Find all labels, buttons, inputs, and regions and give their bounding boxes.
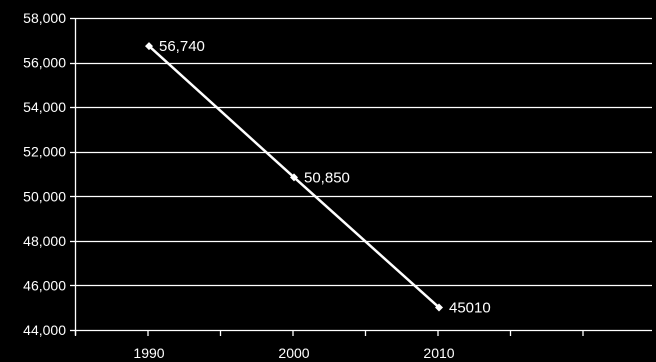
y-tick-label-2: 48,000 bbox=[23, 233, 66, 249]
data-label-1: 50,850 bbox=[304, 169, 350, 186]
data-point-0-2 bbox=[435, 303, 443, 312]
data-label-2: 45010 bbox=[449, 299, 491, 316]
data-point-0-0 bbox=[145, 42, 153, 51]
y-tick-label-0: 44,000 bbox=[23, 322, 66, 338]
axes bbox=[70, 17, 584, 336]
y-tick-label-5: 54,000 bbox=[23, 99, 66, 115]
data-points bbox=[145, 42, 443, 312]
y-tick-labels: 44,000 46,000 48,000 50,000 52,000 54,000 56,0… bbox=[23, 10, 66, 338]
y-tick-label-6: 56,000 bbox=[23, 55, 66, 71]
x-tick-label-2: 2010 bbox=[423, 345, 454, 361]
y-tick-label-7: 58,000 bbox=[23, 10, 66, 26]
gridlines bbox=[75, 17, 652, 332]
x-tick-label-0: 1990 bbox=[133, 345, 164, 361]
data-labels: 56,740 50,850 45010 bbox=[159, 38, 491, 316]
data-label-0: 56,740 bbox=[159, 38, 205, 55]
x-tick-label-1: 2000 bbox=[278, 345, 309, 361]
x-tick-labels: 1990 2000 2010 bbox=[133, 345, 454, 361]
y-tick-label-4: 52,000 bbox=[23, 144, 66, 160]
y-tick-label-3: 50,000 bbox=[23, 188, 66, 204]
data-point-0-1 bbox=[290, 173, 298, 182]
y-tick-label-1: 46,000 bbox=[23, 277, 66, 293]
